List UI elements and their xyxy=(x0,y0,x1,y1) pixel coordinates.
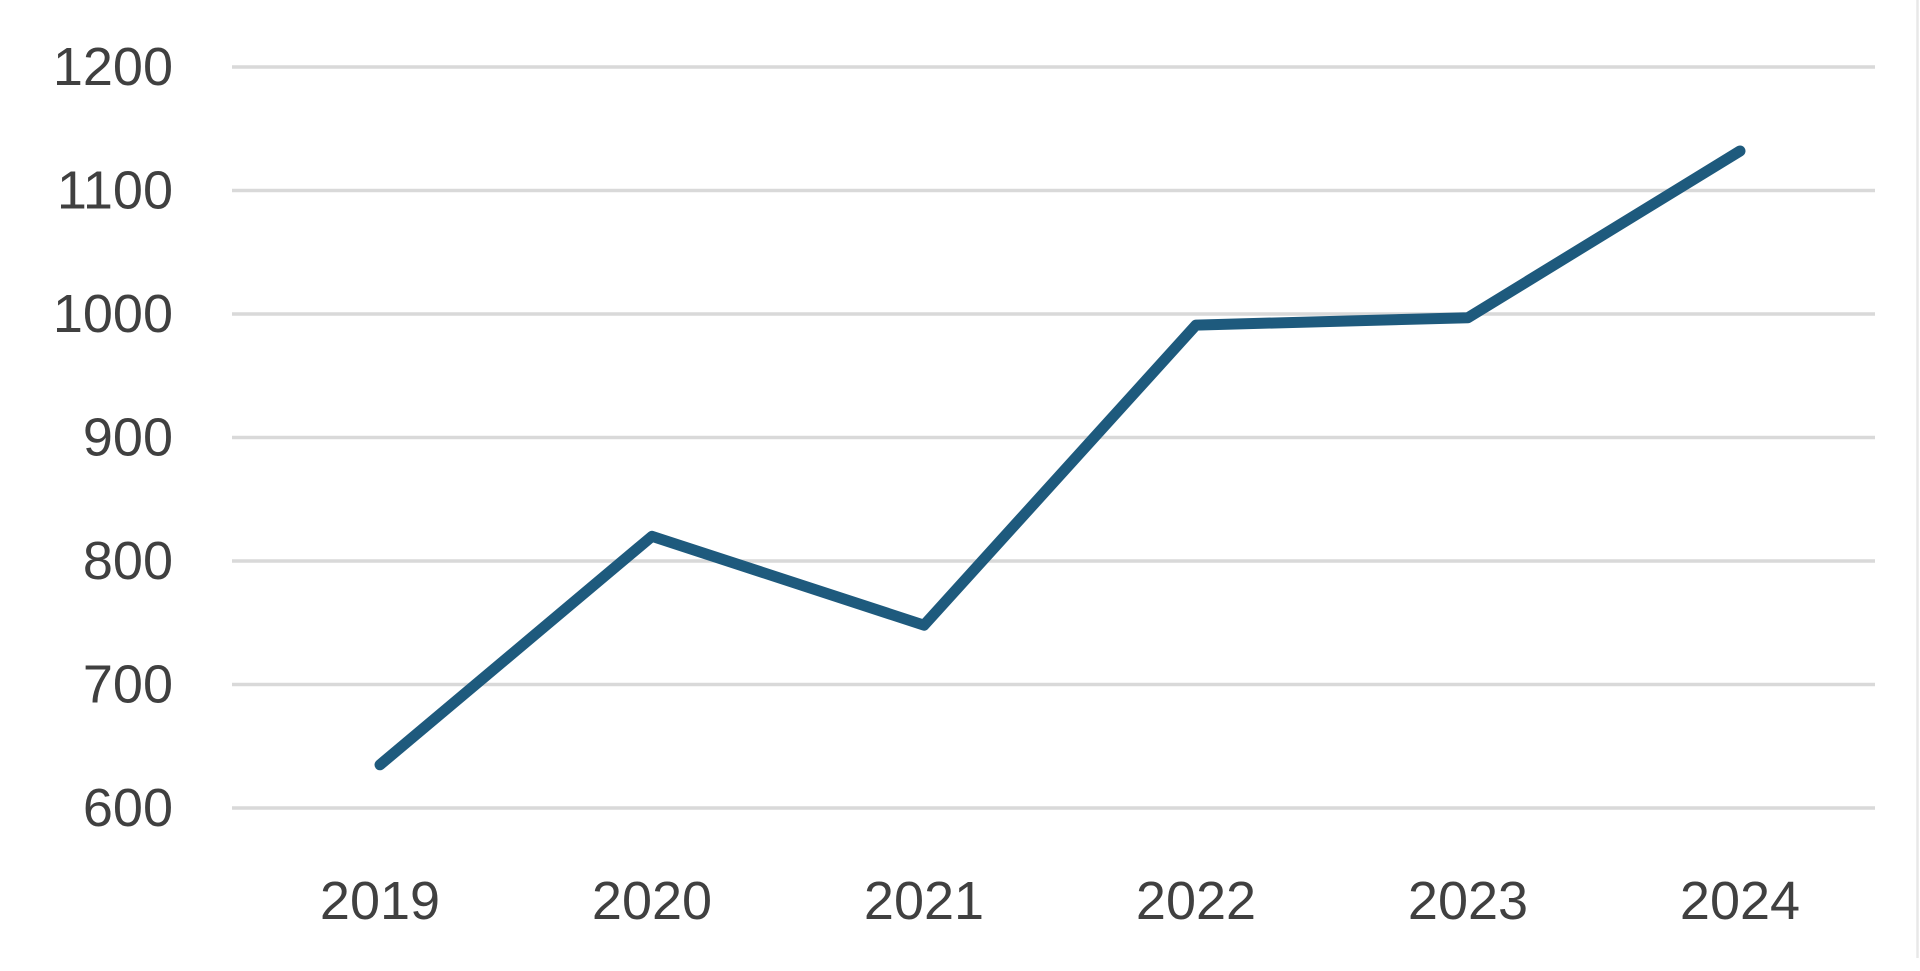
y-axis-tick-label: 1000 xyxy=(53,284,173,344)
x-axis-tick-label: 2020 xyxy=(592,871,712,931)
y-axis-tick-label: 900 xyxy=(83,408,173,468)
x-axis-tick-label: 2021 xyxy=(864,871,984,931)
y-axis-tick-label: 700 xyxy=(83,655,173,715)
y-axis-tick-label: 1100 xyxy=(57,161,173,221)
y-axis-tick-label: 600 xyxy=(83,778,173,838)
y-axis-tick-label: 1200 xyxy=(53,37,173,97)
x-axis-tick-label: 2022 xyxy=(1136,871,1256,931)
x-axis-tick-label: 2023 xyxy=(1408,871,1528,931)
y-axis-tick-label: 800 xyxy=(83,531,173,591)
data-series-line xyxy=(374,145,1746,771)
x-axis-tick-label: 2024 xyxy=(1680,871,1800,931)
x-axis-tick-label: 2019 xyxy=(320,871,440,931)
